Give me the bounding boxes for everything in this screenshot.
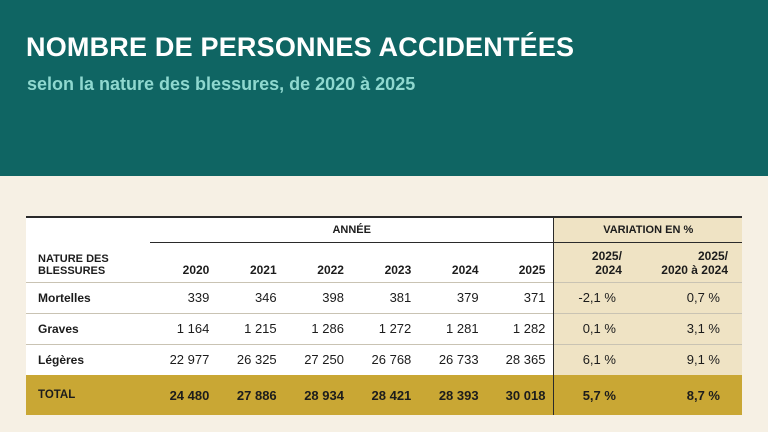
table-cell: 339 <box>150 282 218 313</box>
group-header-row: ANNÉE VARIATION EN % <box>26 217 742 243</box>
table-row-legeres: Légères 22 977 26 325 27 250 26 768 26 7… <box>26 344 742 375</box>
total-variation-cell: 5,7 % <box>553 375 636 415</box>
page-subtitle: selon la nature des blessures, de 2020 à… <box>27 74 416 94</box>
total-variation-cell: 8,7 % <box>635 375 742 415</box>
table-row-graves: Graves 1 164 1 215 1 286 1 272 1 281 1 2… <box>26 313 742 344</box>
table-cell: 1 282 <box>486 313 554 344</box>
row-label: Mortelles <box>26 282 151 313</box>
variation-cell: 6,1 % <box>553 344 636 375</box>
table-cell: 28 365 <box>486 344 554 375</box>
table-row-total: TOTAL 24 480 27 886 28 934 28 421 28 393… <box>26 375 742 415</box>
variation-cell: 0,1 % <box>553 313 636 344</box>
total-cell: 28 421 <box>351 375 420 415</box>
injury-table-container: ANNÉE VARIATION EN % NATURE DES BLESSURE… <box>26 216 742 416</box>
var-header-line2: 2024 <box>595 262 622 277</box>
column-header-var-2025-2020-2024: 2025/ 2020 à 2024 <box>635 242 742 282</box>
var-header-line2: 2020 à 2024 <box>661 262 728 277</box>
table-row-mortelles: Mortelles 339 346 398 381 379 371 -2,1 %… <box>26 282 742 313</box>
group-header-variation: VARIATION EN % <box>553 217 742 243</box>
variation-cell: 9,1 % <box>635 344 742 375</box>
total-cell: 28 934 <box>284 375 352 415</box>
table-cell: 398 <box>284 282 352 313</box>
table-cell: 381 <box>351 282 420 313</box>
nature-header-line1: NATURE DES <box>38 252 109 265</box>
table-cell: 26 768 <box>351 344 420 375</box>
column-header-year: 2020 <box>150 242 218 282</box>
variation-cell: -2,1 % <box>553 282 636 313</box>
table-cell: 1 164 <box>150 313 218 344</box>
table-cell: 1 286 <box>284 313 352 344</box>
column-header-year: 2025 <box>486 242 554 282</box>
total-cell: 24 480 <box>150 375 218 415</box>
variation-cell: 3,1 % <box>635 313 742 344</box>
table-cell: 346 <box>217 282 285 313</box>
column-header-nature: NATURE DES BLESSURES <box>26 242 151 282</box>
table-cell: 379 <box>419 282 487 313</box>
column-header-year: 2022 <box>284 242 352 282</box>
table-cell: 26 733 <box>419 344 487 375</box>
variation-cell: 0,7 % <box>635 282 742 313</box>
table-cell: 371 <box>486 282 554 313</box>
table-cell: 1 215 <box>217 313 285 344</box>
table-cell: 22 977 <box>150 344 218 375</box>
table-cell: 1 272 <box>351 313 420 344</box>
group-header-blank <box>26 217 151 242</box>
header-banner: NOMBRE DE PERSONNES ACCIDENTÉES selon la… <box>0 0 768 176</box>
total-cell: 27 886 <box>217 375 285 415</box>
page-title: NOMBRE DE PERSONNES ACCIDENTÉES <box>26 32 575 62</box>
column-header-year: 2024 <box>419 242 487 282</box>
total-cell: 28 393 <box>419 375 487 415</box>
column-header-year: 2023 <box>351 242 420 282</box>
row-label: Graves <box>26 313 151 344</box>
table-cell: 1 281 <box>419 313 487 344</box>
injury-table: ANNÉE VARIATION EN % NATURE DES BLESSURE… <box>26 216 742 415</box>
column-header-year: 2021 <box>217 242 285 282</box>
row-label: Légères <box>26 344 151 375</box>
table-cell: 26 325 <box>217 344 285 375</box>
group-header-annee: ANNÉE <box>150 217 554 243</box>
column-header-var-2025-2024: 2025/ 2024 <box>553 242 636 282</box>
var-header-line1: 2025/ <box>591 248 622 263</box>
table-cell: 27 250 <box>284 344 352 375</box>
var-header-line1: 2025/ <box>697 248 728 263</box>
nature-header-line2: BLESSURES <box>38 264 106 277</box>
total-label: TOTAL <box>26 375 151 415</box>
total-cell: 30 018 <box>486 375 554 415</box>
column-header-row: NATURE DES BLESSURES 2020 2021 2022 2023… <box>26 242 742 282</box>
